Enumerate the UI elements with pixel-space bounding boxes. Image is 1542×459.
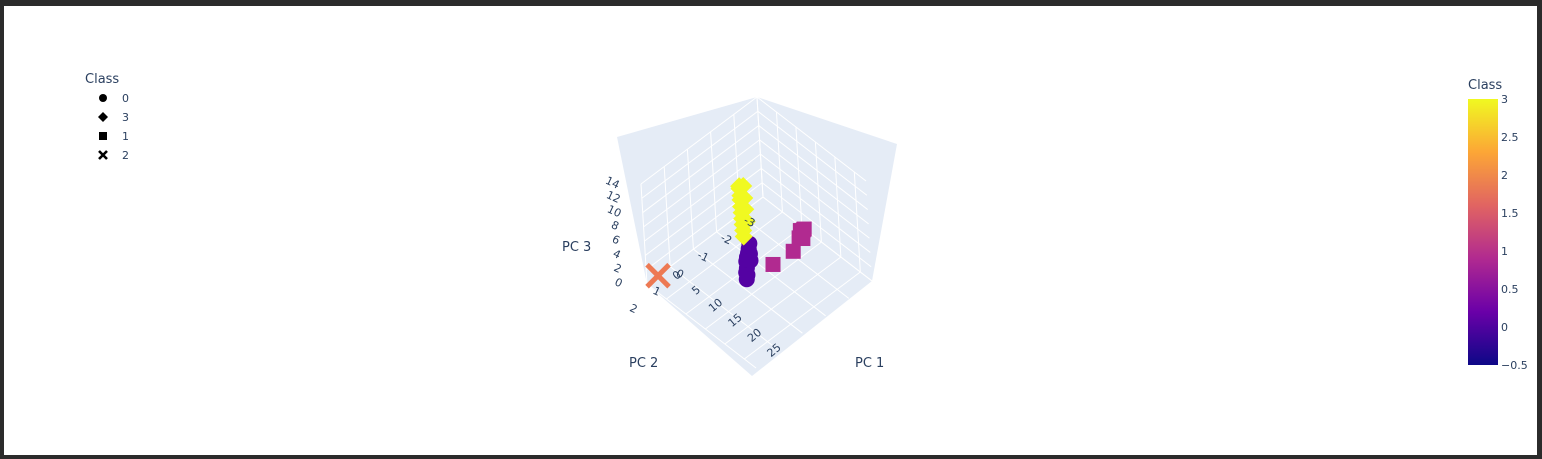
colorbar: Class 3 2.5 2 1.5 1 0.5 0 −0.5 [1468, 78, 1528, 372]
colorbar-gradient [1468, 99, 1498, 365]
wall-grid-z2 [641, 110, 759, 199]
legend-x-icon [98, 150, 108, 160]
floor-grid-y [693, 248, 803, 334]
legend-label-1: 3 [122, 111, 129, 124]
legend-entry-1[interactable]: 3 [98, 111, 129, 124]
y-axis-title: PC 2 [629, 356, 658, 371]
scatter3d-plot[interactable]: Class 0 3 1 2 [4, 6, 1537, 455]
wall-grid-y [663, 166, 671, 267]
colorbar-tick-5: 0.5 [1501, 283, 1519, 296]
z-tick-0: 0 [613, 275, 625, 290]
wall-grid-x [853, 171, 861, 273]
wall-grid-z [756, 96, 867, 182]
wall-grid-z [760, 168, 871, 253]
z-tick-6: 6 [610, 233, 622, 248]
y-tick--1: -1 [695, 248, 710, 264]
point-class-2-0 [645, 262, 671, 289]
colorbar-tick-0: 3 [1501, 93, 1508, 106]
colorbar-title: Class [1468, 78, 1502, 93]
colorbar-tick-4: 1 [1501, 245, 1508, 258]
y-tick--3: -3 [742, 214, 757, 230]
legend-title: Class [85, 72, 119, 87]
colorbar-tick-1: 2.5 [1501, 131, 1519, 144]
wall-grid-z [760, 153, 870, 239]
legend-square-icon [99, 132, 107, 140]
wall-grid-z [761, 182, 872, 268]
wall-grid-x [834, 156, 842, 258]
wall-grid-z [759, 139, 869, 225]
colorbar-tick-6: 0 [1501, 321, 1508, 334]
legend-entry-2[interactable]: 1 [99, 130, 129, 143]
y-tick-2: 2 [628, 301, 640, 316]
wall-grid-z [762, 196, 873, 282]
point-class-0-11 [742, 252, 759, 269]
z-axis-title: PC 3 [562, 240, 591, 255]
point-class-3-12 [736, 200, 755, 219]
point-class-1-4 [791, 230, 807, 246]
legend-label-0: 0 [122, 92, 129, 105]
data-marks [645, 176, 812, 289]
point-class-3-10 [734, 176, 753, 195]
floor-grid-y [669, 266, 780, 351]
wall-grid-z2 [644, 153, 761, 242]
legend-entry-0[interactable]: 0 [99, 92, 129, 105]
wall-grid-x [795, 126, 803, 228]
wall-grid-y [710, 131, 718, 232]
floor-pane [647, 197, 872, 376]
wall-grid-x [814, 141, 822, 243]
colorbar-tick-7: −0.5 [1501, 359, 1528, 372]
y-tick-1: 1 [651, 284, 663, 299]
colorbar-tick-3: 1.5 [1501, 207, 1519, 220]
wall-grid-x [775, 111, 783, 213]
floor-grid-x [724, 256, 842, 345]
floor-grid-y [716, 231, 826, 317]
floor-grid-y [646, 283, 757, 369]
wall-grid-z [757, 110, 868, 196]
floor-grid-x [666, 211, 783, 300]
floor-grid-x [705, 241, 822, 330]
y-tick--2: -2 [719, 231, 734, 247]
wall-grid-z2 [643, 139, 760, 228]
point-class-3-11 [735, 188, 754, 207]
z-tick-14: 14 [603, 174, 621, 192]
point-class-3-13 [737, 212, 756, 231]
wall-grid-y [640, 183, 648, 285]
legend: Class 0 3 1 2 [85, 72, 129, 162]
right-pane [757, 97, 897, 281]
x-axis-title: PC 1 [855, 356, 884, 371]
legend-circle-icon [99, 94, 107, 102]
colorbar-tick-2: 2 [1501, 169, 1508, 182]
legend-entry-3[interactable]: 2 [98, 149, 129, 162]
point-class-1-5 [785, 243, 801, 259]
z-tick-12: 12 [604, 188, 622, 206]
legend-label-3: 2 [122, 149, 129, 162]
point-class-1-6 [765, 256, 781, 272]
legend-label-2: 1 [122, 130, 129, 143]
legend-diamond-icon [98, 112, 108, 122]
plot-frame: Class 0 3 1 2 [4, 6, 1537, 455]
colorbar-ticks: 3 2.5 2 1.5 1 0.5 0 −0.5 [1501, 93, 1528, 372]
y-tick-0: 0 [674, 267, 686, 282]
z-tick-4: 4 [611, 247, 623, 262]
wall-grid-z [758, 125, 869, 210]
wall-grid-z2 [640, 96, 758, 185]
z-tick-10: 10 [605, 203, 623, 221]
z-tick-8: 8 [609, 218, 621, 233]
point-class-3-9 [734, 227, 753, 246]
floor-grid-x [744, 271, 861, 360]
wall-grid-z2 [642, 125, 760, 213]
wall-grid-y [756, 96, 764, 198]
scene[interactable] [617, 96, 897, 376]
wall-grid-y [686, 149, 694, 250]
z-tick-2: 2 [612, 261, 624, 276]
point-class-0-9 [738, 271, 755, 288]
